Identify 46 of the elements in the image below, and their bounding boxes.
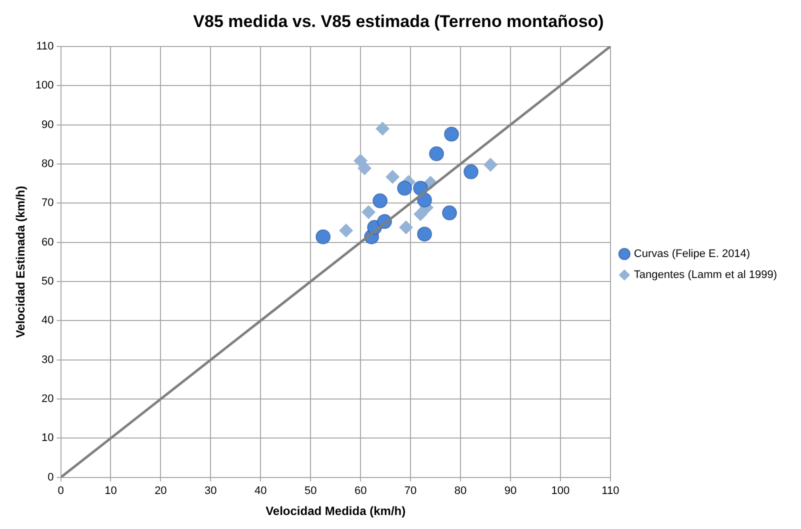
point bbox=[316, 229, 331, 244]
x-tick-label: 30 bbox=[204, 485, 217, 498]
point bbox=[464, 164, 479, 180]
point bbox=[386, 170, 400, 184]
point bbox=[376, 122, 390, 136]
y-tick-label: 20 bbox=[42, 393, 54, 406]
point bbox=[372, 193, 388, 208]
point bbox=[414, 207, 428, 222]
y-tick-label: 90 bbox=[42, 118, 54, 131]
legend-label: Curvas (Felipe E. 2014) bbox=[634, 248, 750, 260]
x-tick-label: 50 bbox=[304, 485, 317, 498]
y-tick-label: 110 bbox=[36, 40, 54, 52]
y-tick-label: 0 bbox=[48, 471, 54, 484]
y-tick-label: 40 bbox=[42, 314, 54, 327]
chart-title: V85 medida vs. V85 estimada (Terreno montañoso) bbox=[193, 12, 604, 31]
y-tick-label: 30 bbox=[42, 354, 54, 366]
x-tick-label: 60 bbox=[354, 485, 367, 498]
y-tick-label: 80 bbox=[42, 158, 54, 170]
point bbox=[429, 146, 444, 162]
point bbox=[362, 205, 376, 220]
point bbox=[358, 161, 372, 176]
y-tick-label: 10 bbox=[42, 432, 54, 444]
point bbox=[417, 226, 432, 242]
point bbox=[417, 192, 432, 208]
legend-label: Tangentes (Lamm et al 1999) bbox=[634, 269, 778, 282]
point bbox=[397, 180, 412, 196]
y-tick-label: 100 bbox=[35, 80, 54, 92]
x-tick-label: 70 bbox=[404, 485, 417, 498]
point bbox=[442, 205, 458, 220]
point bbox=[399, 220, 414, 234]
point bbox=[444, 126, 460, 142]
y-tick-label: 70 bbox=[42, 197, 54, 210]
x-tick-label: 90 bbox=[504, 485, 517, 498]
x-tick-label: 80 bbox=[454, 485, 467, 498]
y-axis-title: Velocidad Estimada (km/h) bbox=[14, 186, 28, 338]
point bbox=[483, 158, 498, 172]
y-tick-label: 60 bbox=[42, 236, 54, 248]
point bbox=[339, 224, 354, 238]
x-axis-title: Velocidad Medida (km/h) bbox=[266, 504, 406, 518]
x-tick-label: 40 bbox=[254, 485, 267, 498]
x-tick-label: 20 bbox=[154, 485, 167, 498]
x-tick-label: 10 bbox=[104, 485, 117, 498]
x-tick-label: 0 bbox=[58, 485, 64, 498]
x-tick-label: 110 bbox=[602, 485, 620, 498]
y-tick-label: 50 bbox=[42, 276, 54, 288]
x-tick-label: 100 bbox=[551, 485, 570, 498]
